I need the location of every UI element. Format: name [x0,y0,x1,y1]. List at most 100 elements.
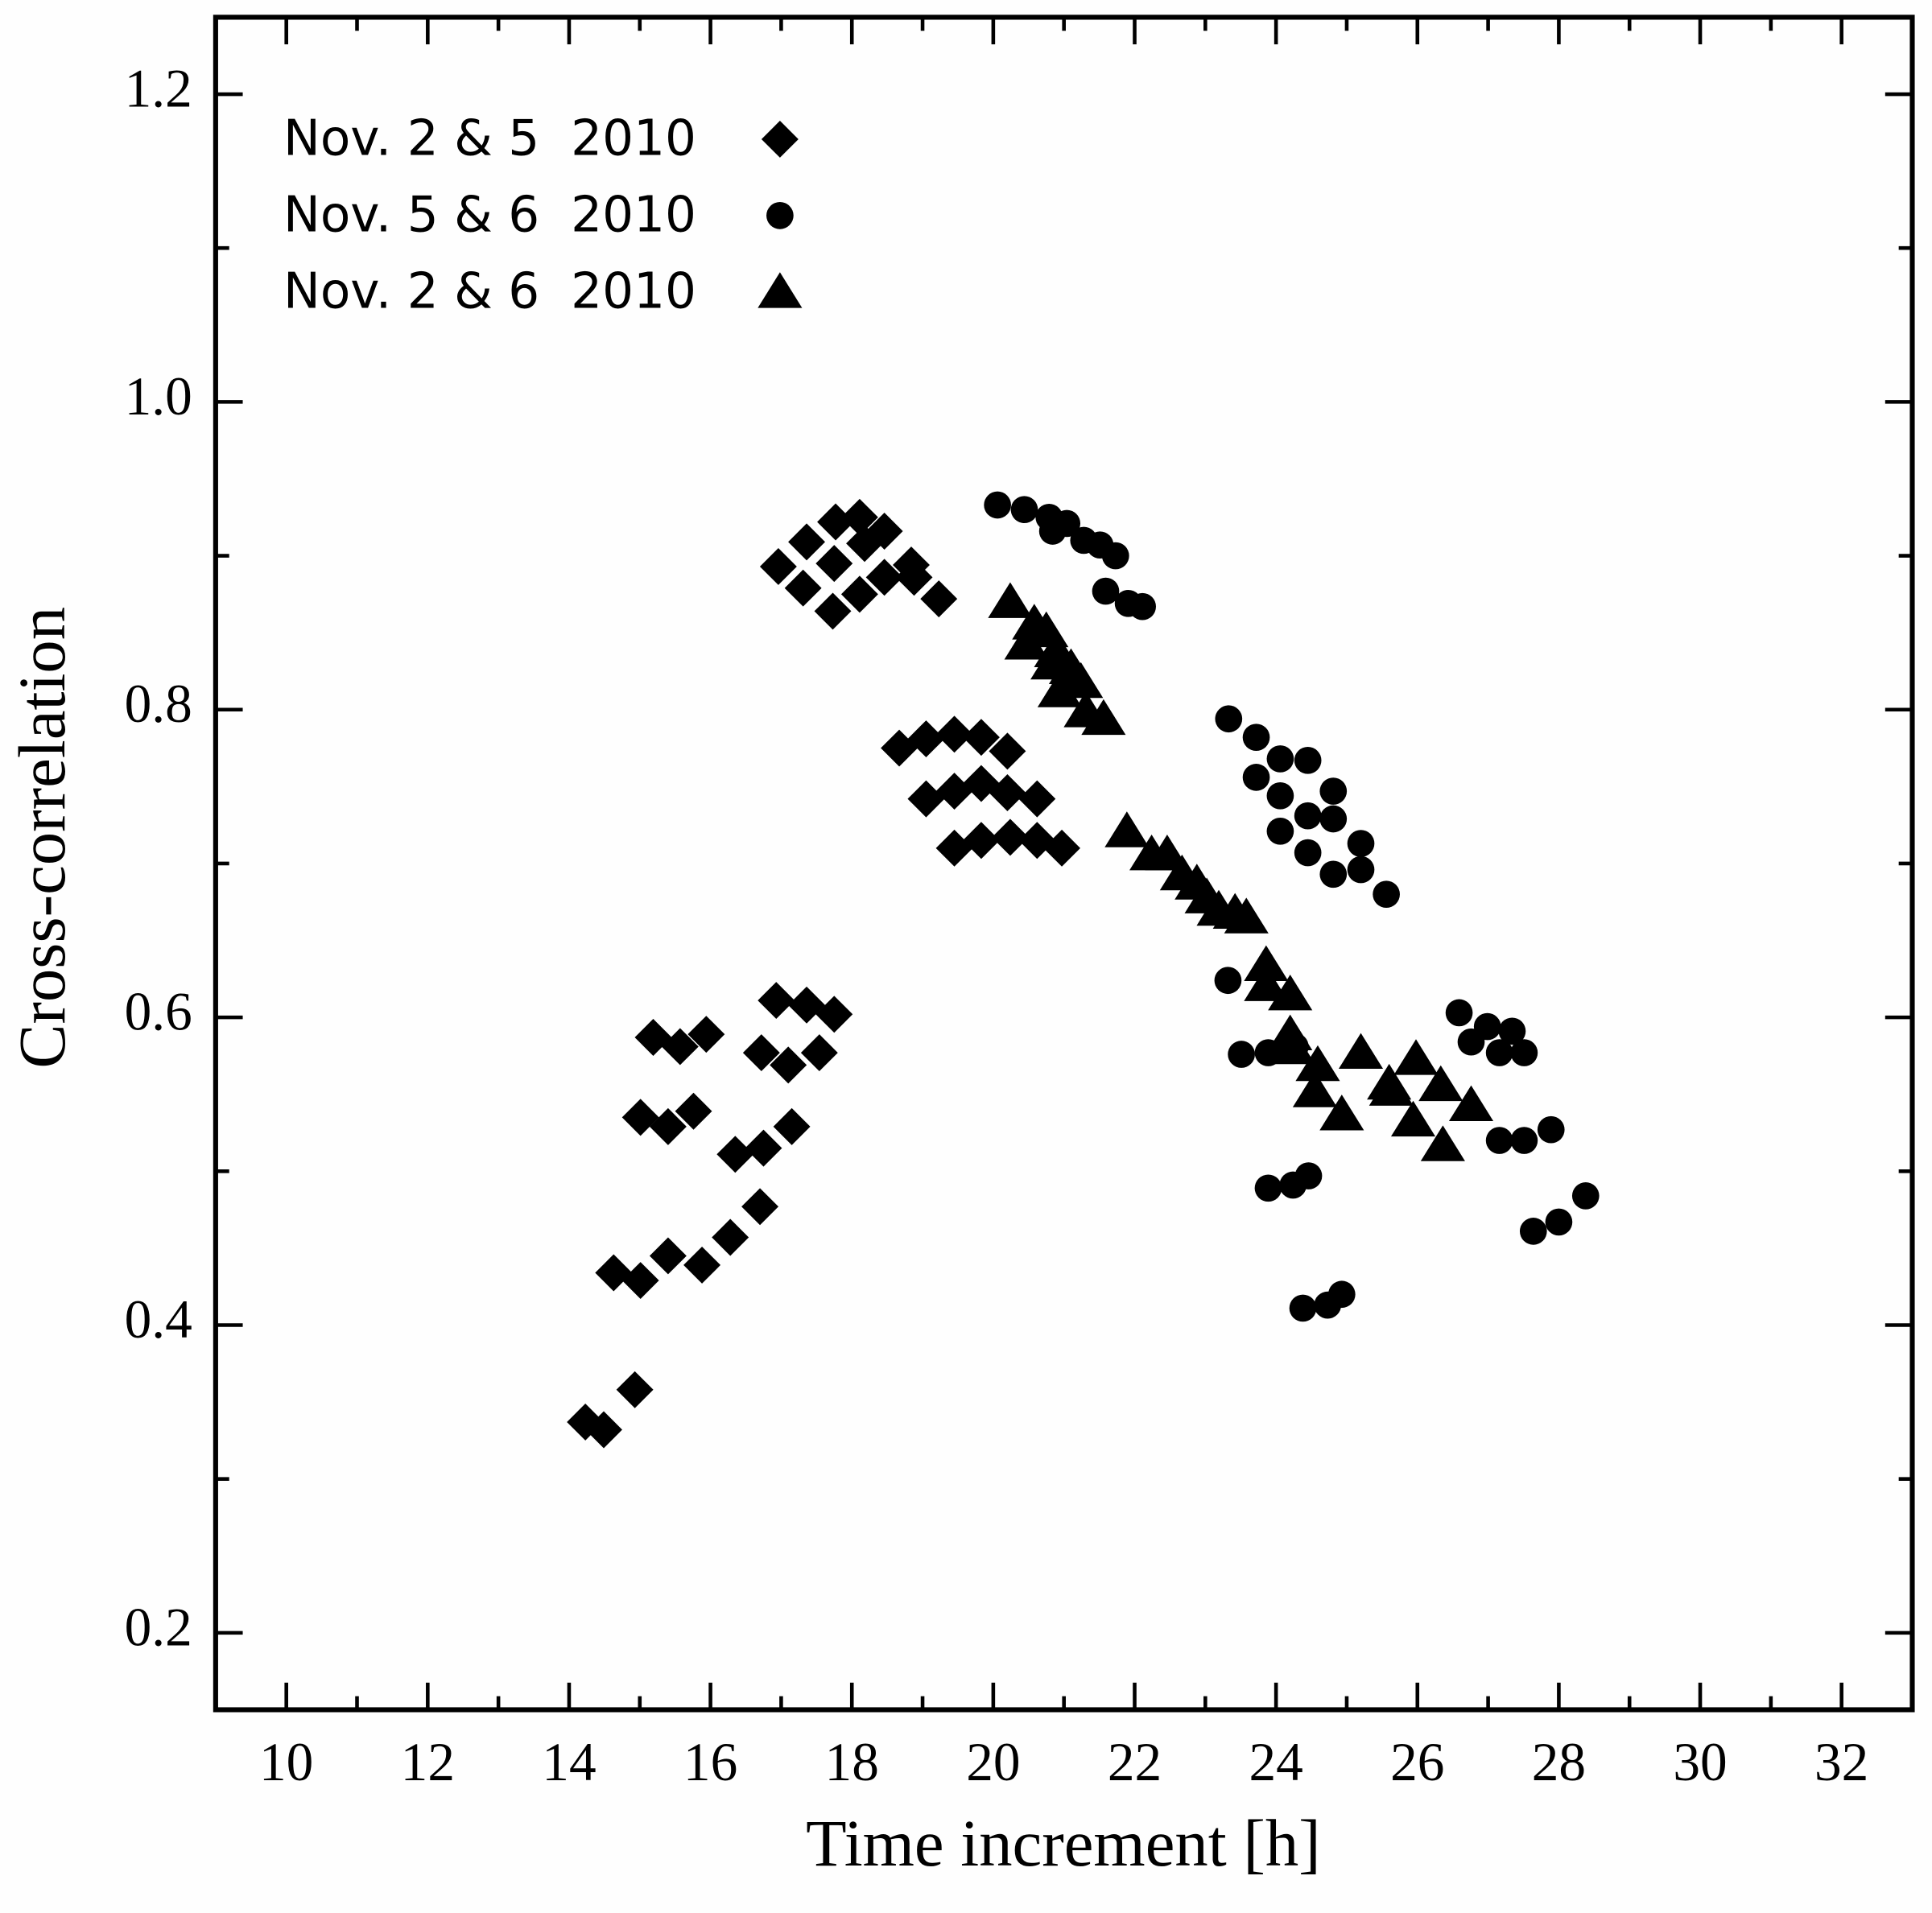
point [1092,577,1120,605]
point [1101,542,1129,570]
y-tick-label: 0.4 [125,1289,192,1350]
point [1270,1028,1315,1065]
point [1545,1208,1573,1236]
point [815,996,853,1033]
legend-marker [766,202,794,229]
point [1347,830,1375,857]
point [1373,880,1400,909]
point [1037,671,1082,707]
x-tick-label: 16 [683,1732,737,1792]
point [1338,1033,1384,1069]
point [1327,1280,1356,1309]
legend-label: Nov. 2 & 5 2010 [283,110,696,167]
x-tick-label: 32 [1814,1732,1868,1792]
point [1294,1162,1323,1189]
point [1294,747,1322,774]
y-tick-label: 1.2 [125,58,192,118]
point [1224,897,1269,934]
x-tick-label: 12 [401,1732,455,1792]
point [1294,802,1322,830]
point [1319,1095,1364,1131]
point [1448,1085,1494,1121]
point [1420,1125,1465,1161]
point [1295,1045,1340,1082]
point [1004,624,1049,660]
point [1104,811,1150,847]
point [962,719,1000,757]
point [1030,643,1075,680]
point [595,1254,633,1292]
point [770,1046,807,1084]
point [991,818,1029,856]
point [1244,945,1289,982]
legend-label: Nov. 2 & 6 2010 [283,262,696,320]
point [1266,745,1294,773]
point [1242,764,1270,791]
x-tick-label: 18 [825,1732,879,1792]
point [1268,974,1313,1011]
x-tick-label: 24 [1249,1732,1302,1792]
y-tick-label: 0.8 [125,674,192,734]
x-axis-title: Time increment [h] [806,1806,1321,1880]
legend-marker [758,272,803,308]
point [865,559,903,596]
point [1244,965,1289,1001]
point [1390,1100,1436,1137]
point [817,503,854,541]
point [1473,1012,1501,1041]
x-tick-label: 30 [1673,1732,1727,1792]
point [649,1237,687,1275]
point [1268,1014,1313,1051]
x-tick-label: 26 [1390,1732,1444,1792]
point [683,1246,721,1284]
point [1537,1115,1565,1144]
point [1254,1174,1282,1202]
point [759,547,797,585]
point [907,720,945,758]
x-tick-label: 28 [1532,1732,1586,1792]
legend-label: Nov. 5 & 6 2010 [283,187,696,244]
point [1053,509,1081,538]
point [1485,1039,1513,1066]
point [687,1016,725,1053]
point [1571,1182,1600,1210]
point [1319,805,1348,833]
point [1081,699,1126,736]
y-axis-title: Cross-correlation [5,607,79,1069]
point [1368,1070,1414,1106]
point [988,582,1033,618]
point [1242,724,1270,752]
point [1266,781,1294,810]
x-tick-label: 14 [542,1732,596,1792]
point [1214,967,1242,995]
x-tick-label: 20 [966,1732,1020,1792]
point [1485,1127,1513,1154]
y-tick-label: 0.6 [125,982,192,1042]
point [1129,592,1156,620]
point [1347,855,1375,884]
point [585,1411,622,1449]
point [1519,1218,1547,1245]
point [1266,817,1294,845]
point [1215,705,1243,733]
point [1498,1017,1526,1045]
point [920,580,958,618]
point [661,1028,699,1066]
y-tick-label: 0.2 [125,1597,192,1657]
point [1393,1039,1439,1075]
point [1510,1039,1538,1066]
y-tick-label: 1.0 [125,366,192,427]
x-tick-label: 10 [259,1732,313,1792]
point [1289,1294,1317,1322]
point [1228,1041,1255,1068]
point [1294,839,1322,867]
point [984,491,1011,519]
point [1010,496,1038,524]
point [1510,1127,1538,1154]
point [784,569,822,607]
point [1292,1071,1337,1107]
x-tick-label: 22 [1108,1732,1162,1792]
